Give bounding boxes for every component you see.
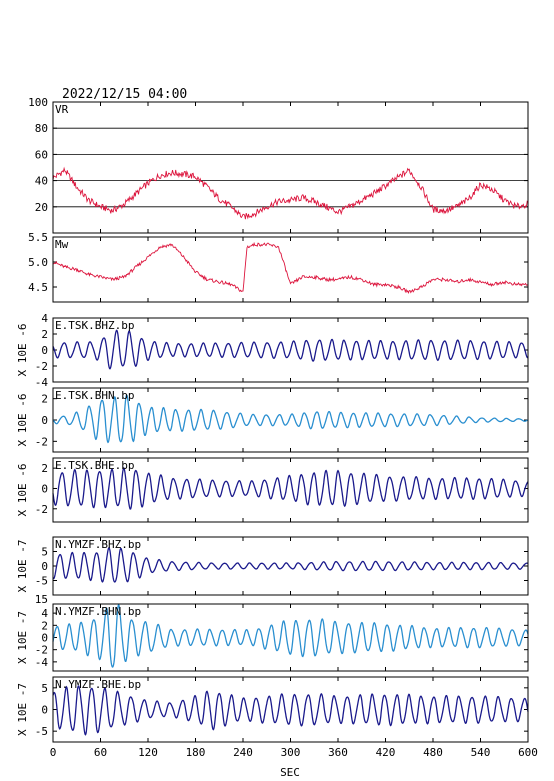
panel-5: -5 05 X 10E -7 N.YMZF.BHZ.bp	[16, 536, 529, 596]
series-line-3	[52, 393, 529, 444]
y-tick-label: 15	[35, 593, 48, 606]
series-line-6	[52, 603, 529, 668]
y-tick-label: 0	[41, 704, 48, 717]
series-line-1	[52, 241, 529, 295]
y-tick-label: -2	[35, 360, 48, 373]
y-tick-label: 2	[41, 462, 48, 475]
y-tick-label: 0	[41, 482, 48, 495]
y-tick-label: 5.5	[28, 231, 48, 244]
y-tick-label: 4	[41, 312, 48, 325]
x-tick-label: 360	[328, 746, 348, 759]
y-tick-label: 100	[28, 96, 48, 109]
y-tick-label: -2	[35, 435, 48, 448]
y-tick-label: 4	[41, 607, 48, 620]
y-tick-label: -5	[35, 725, 48, 738]
y-tick-label: 0	[41, 632, 48, 645]
y-tick-label: 40	[35, 175, 48, 188]
y-tick-label: -4	[35, 376, 49, 389]
x-tick-label: 420	[376, 746, 396, 759]
series-name-label: VR	[55, 103, 69, 116]
y-tick-label: 5	[41, 682, 48, 695]
panel-4: -2 0 2 X 10E -6 E.TSK.BHE.bp	[16, 457, 529, 523]
y-axis-label: X 10E -7	[16, 540, 29, 593]
panel-0: 20 40 60 80 100 VR	[28, 96, 529, 234]
y-tick-label: 20	[35, 201, 48, 214]
y-tick-label: 0	[41, 344, 48, 357]
series-name-label: N.YMZF.BHZ.bp	[55, 538, 141, 551]
x-tick-label: 300	[281, 746, 301, 759]
y-tick-label: 2	[41, 393, 48, 406]
y-axis-label: X 10E -7	[16, 683, 29, 736]
y-tick-label: -2	[35, 503, 48, 516]
series-name-label: E.TSK.BHZ.bp	[55, 319, 134, 332]
y-tick-label: 2	[41, 619, 48, 632]
series-name-label: E.TSK.BHE.bp	[55, 459, 134, 472]
y-tick-label: -5	[35, 575, 48, 588]
panel-frame	[52, 236, 529, 303]
x-axis: 0 60 120 180 240 300 360 420 480 540 600	[50, 746, 538, 759]
y-tick-label: 5	[41, 546, 48, 559]
series-name-label: N.YMZF.BHE.bp	[55, 678, 141, 691]
series-name-label: N.YMZF.BHN.bp	[55, 605, 141, 618]
y-tick-label: 80	[35, 122, 48, 135]
panel-2: -4 -2 0 2 4 X 10E -6 E.TSK.BHZ.bp	[16, 312, 529, 389]
series-line-0	[52, 166, 529, 220]
y-tick-label: -4	[35, 656, 49, 669]
x-tick-label: 180	[186, 746, 206, 759]
y-axis-label: X 10E -6	[16, 464, 29, 517]
x-axis-label: SEC	[280, 766, 300, 779]
series-line-7	[52, 685, 529, 736]
x-tick-label: 120	[138, 746, 158, 759]
x-tick-label: 240	[233, 746, 253, 759]
x-tick-label: 60	[94, 746, 107, 759]
panel-1: 4.5 5.0 5.5 Mw	[28, 231, 529, 303]
y-tick-label: 4.5	[28, 281, 48, 294]
panel-7: -5 0 5 X 10E -7 N.YMZF.BHE.bp	[16, 676, 529, 743]
y-tick-label: 60	[35, 148, 48, 161]
series-name-label: Mw	[55, 238, 69, 251]
y-axis-label: X 10E -6	[16, 324, 29, 377]
datetime-label: 2022/12/15 04:00	[62, 87, 187, 102]
y-tick-label: 2	[41, 328, 48, 341]
y-tick-label: -2	[35, 644, 48, 657]
x-tick-label: 600	[518, 746, 538, 759]
y-axis-label: X 10E -6	[16, 394, 29, 447]
x-tick-label: 480	[423, 746, 443, 759]
x-tick-label: 0	[50, 746, 57, 759]
series-name-label: E.TSK.BHN.bp	[55, 389, 134, 402]
y-tick-label: 0	[41, 560, 48, 573]
y-axis-label: X 10E -7	[16, 611, 29, 664]
y-tick-label: 5.0	[28, 256, 48, 269]
panel-frame	[52, 101, 529, 234]
panel-3: -2 0 2 X 10E -6 E.TSK.BHN.bp	[16, 387, 529, 453]
x-tick-label: 540	[471, 746, 491, 759]
series-line-2	[52, 329, 529, 370]
series-line-4	[52, 467, 529, 510]
y-tick-label: 0	[41, 414, 48, 427]
series-line-5	[52, 547, 529, 583]
